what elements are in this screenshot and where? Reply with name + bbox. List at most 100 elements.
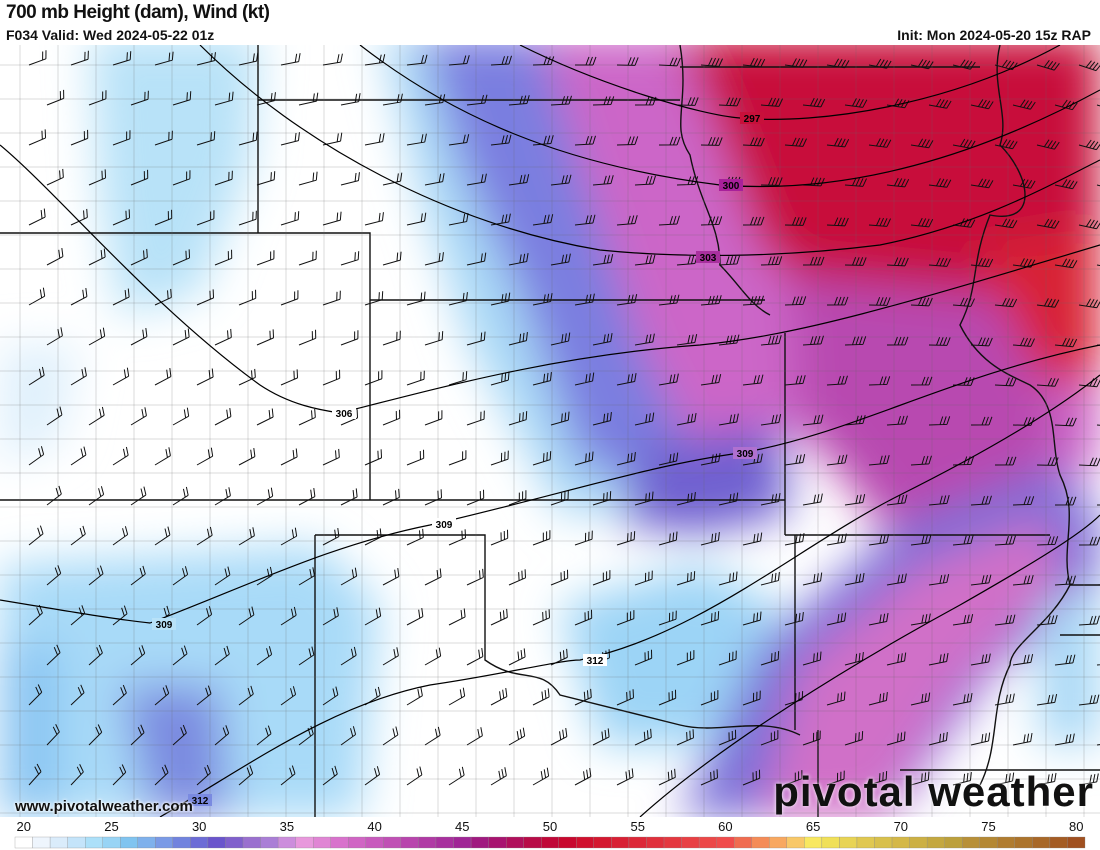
wind-barb: [718, 413, 739, 426]
wind-barb: [112, 130, 131, 146]
wind-barb: [844, 415, 866, 426]
wind-barb: [784, 611, 804, 626]
state-borders: [0, 45, 1100, 817]
wind-barb: [364, 54, 386, 66]
wind-barb: [28, 50, 47, 66]
colorbar-cell: [67, 836, 86, 849]
wind-barb: [130, 328, 148, 346]
wind-barb: [280, 290, 299, 306]
wind-barb: [28, 366, 45, 386]
wind-barb: [382, 488, 400, 506]
wind-barb: [952, 771, 972, 786]
wind-barb: [1078, 615, 1100, 626]
wind-barb: [70, 367, 87, 386]
weather-map: 297 300 303 306 309 309 309 312 312: [0, 45, 1100, 817]
wind-barb: [592, 728, 610, 746]
wind-barb: [1012, 575, 1034, 586]
wind-barb: [298, 408, 316, 426]
wind-barb: [130, 565, 146, 586]
wind-barb: [1054, 258, 1078, 269]
wind-barb: [112, 288, 130, 306]
wind-barb: [742, 690, 761, 706]
colorbar-cell: [909, 836, 928, 849]
wind-barb: [760, 572, 780, 586]
wind-barb: [298, 488, 316, 506]
wind-barb: [970, 732, 991, 746]
wind-barb: [826, 217, 849, 227]
colorbar-cell: [277, 836, 296, 849]
wind-barb: [802, 572, 823, 586]
colorbar-cell: [1032, 836, 1051, 849]
wind-barb: [760, 651, 780, 666]
wind-barb: [700, 690, 719, 706]
wind-barb: [280, 369, 299, 386]
colorbar-tick-label: 40: [367, 819, 381, 834]
wind-barb: [298, 171, 318, 186]
wind-barb: [298, 329, 317, 346]
wind-barb: [616, 294, 638, 306]
wind-barb: [868, 612, 889, 626]
wind-barb: [508, 332, 528, 346]
wind-barb: [256, 646, 273, 666]
wind-barb: [742, 453, 763, 466]
wind-barb: [532, 372, 552, 386]
colorbar-tick-label: 25: [104, 819, 118, 834]
colorbar-cell: [541, 836, 559, 849]
wind-barb: [970, 178, 994, 189]
wind-barb: [616, 373, 637, 386]
wind-barb: [994, 693, 1015, 706]
wind-barb: [466, 568, 484, 586]
wind-barb: [382, 568, 400, 586]
colorbar-cell: [962, 836, 980, 849]
wind-barb: [802, 256, 825, 266]
wind-barb: [532, 767, 550, 786]
wind-barb: [616, 610, 635, 626]
wind-barb: [658, 57, 681, 67]
wind-barb: [172, 170, 191, 186]
wind-barb: [910, 297, 933, 307]
wind-barb: [550, 727, 568, 746]
wind-barb: [742, 769, 761, 786]
wind-barb: [406, 370, 425, 386]
wind-barb: [844, 651, 864, 666]
wind-barb: [718, 492, 739, 506]
wind-barb: [280, 686, 297, 706]
wind-barb: [574, 688, 592, 706]
wind-barb: [340, 330, 359, 346]
wind-barb: [550, 174, 572, 186]
wind-barb: [466, 94, 488, 106]
wind-barb: [508, 253, 529, 266]
wind-barb: [130, 90, 149, 106]
wind-barb: [676, 413, 697, 426]
wind-barb: [1036, 536, 1059, 546]
wind-barb: [760, 335, 782, 346]
wind-barb: [112, 51, 132, 66]
colorbar-cell: [365, 836, 384, 849]
colorbar-tick-label: 80: [1069, 819, 1083, 834]
wind-barb: [214, 91, 234, 106]
wind-barb: [340, 488, 358, 506]
wind-barb: [466, 331, 486, 346]
wind-barb: [1078, 219, 1100, 230]
colorbar-tick-label: 35: [280, 819, 294, 834]
wind-barb: [196, 764, 211, 786]
wind-barb: [28, 684, 43, 706]
wind-barb: [322, 448, 340, 466]
wind-barb: [196, 685, 212, 706]
wind-barb: [238, 606, 255, 626]
wind-barb: [88, 565, 104, 586]
colorbar-cell: [225, 836, 244, 849]
wind-barb: [322, 211, 342, 226]
colorbar-cell: [102, 836, 121, 849]
wind-barb: [196, 606, 213, 626]
wind-barb: [676, 571, 696, 586]
map-title: 700 mb Height (dam), Wind (kt): [6, 2, 270, 23]
wind-barb: [970, 495, 992, 506]
contour-label: 306: [336, 409, 353, 420]
wind-barb: [616, 136, 639, 146]
wind-barb: [28, 129, 47, 146]
wind-barb: [532, 609, 551, 626]
wind-barb: [154, 288, 172, 306]
wind-barb: [532, 293, 553, 306]
wind-barb: [322, 765, 338, 786]
